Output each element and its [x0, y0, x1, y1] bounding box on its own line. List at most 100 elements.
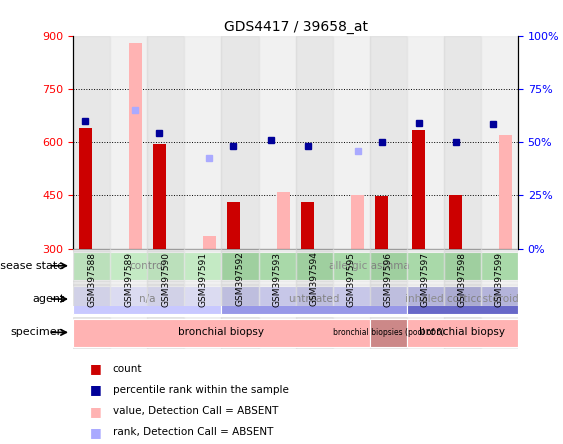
- Text: agent: agent: [32, 294, 64, 304]
- Bar: [449, 195, 462, 249]
- Text: percentile rank within the sample: percentile rank within the sample: [113, 385, 288, 395]
- Text: GSM397599: GSM397599: [495, 251, 504, 306]
- Text: untreated: untreated: [288, 294, 340, 304]
- Text: count: count: [113, 364, 142, 373]
- Text: GSM397590: GSM397590: [162, 251, 171, 306]
- Bar: [221, 284, 258, 315]
- Bar: [370, 284, 406, 315]
- Bar: [79, 128, 92, 249]
- Bar: [376, 196, 388, 249]
- Bar: [221, 249, 258, 306]
- Bar: [296, 251, 333, 282]
- Bar: [406, 249, 444, 306]
- Bar: [370, 251, 406, 282]
- Text: inhaled corticosteroid: inhaled corticosteroid: [405, 294, 519, 304]
- Bar: [185, 251, 221, 282]
- FancyBboxPatch shape: [221, 286, 406, 313]
- Bar: [333, 284, 370, 315]
- Text: ■: ■: [90, 383, 102, 396]
- Bar: [221, 36, 258, 249]
- Text: specimen: specimen: [11, 327, 64, 337]
- Bar: [110, 251, 148, 282]
- Text: bronchial biopsy: bronchial biopsy: [419, 327, 506, 337]
- FancyBboxPatch shape: [221, 252, 518, 281]
- Bar: [481, 284, 518, 315]
- Text: GSM397594: GSM397594: [310, 251, 319, 306]
- Text: ■: ■: [90, 362, 102, 375]
- Bar: [73, 317, 110, 349]
- Bar: [221, 251, 258, 282]
- Text: bronchial biopsy: bronchial biopsy: [178, 327, 265, 337]
- FancyBboxPatch shape: [406, 319, 518, 347]
- Bar: [110, 317, 148, 349]
- Bar: [481, 36, 518, 249]
- Bar: [73, 249, 110, 306]
- Bar: [406, 36, 444, 249]
- Bar: [481, 249, 518, 306]
- Bar: [444, 251, 481, 282]
- Text: bronchial biopsies (pool of 6): bronchial biopsies (pool of 6): [333, 328, 444, 337]
- Bar: [499, 135, 512, 249]
- Text: GSM397597: GSM397597: [421, 251, 430, 306]
- Bar: [148, 317, 185, 349]
- FancyBboxPatch shape: [73, 252, 221, 281]
- Bar: [481, 317, 518, 349]
- Bar: [258, 317, 296, 349]
- Bar: [185, 249, 221, 306]
- Bar: [148, 36, 185, 249]
- Title: GDS4417 / 39658_at: GDS4417 / 39658_at: [224, 20, 368, 35]
- Bar: [296, 36, 333, 249]
- Bar: [351, 195, 364, 249]
- Bar: [406, 284, 444, 315]
- Bar: [277, 192, 290, 249]
- Text: n/a: n/a: [139, 294, 155, 304]
- Bar: [296, 284, 333, 315]
- Bar: [185, 36, 221, 249]
- Text: GSM397589: GSM397589: [124, 251, 133, 306]
- Bar: [185, 317, 221, 349]
- Text: disease state: disease state: [0, 261, 64, 271]
- Bar: [444, 284, 481, 315]
- Bar: [153, 144, 166, 249]
- Bar: [370, 36, 406, 249]
- Bar: [73, 36, 110, 249]
- Bar: [333, 249, 370, 306]
- Bar: [148, 249, 185, 306]
- Bar: [333, 317, 370, 349]
- Text: GSM397593: GSM397593: [272, 251, 282, 306]
- FancyBboxPatch shape: [370, 319, 406, 347]
- Text: value, Detection Call = ABSENT: value, Detection Call = ABSENT: [113, 406, 278, 416]
- Text: ■: ■: [90, 404, 102, 418]
- Text: control: control: [129, 261, 166, 271]
- FancyBboxPatch shape: [406, 286, 518, 313]
- Bar: [73, 251, 110, 282]
- Bar: [110, 249, 148, 306]
- Bar: [221, 317, 258, 349]
- Text: allergic asthma: allergic asthma: [329, 261, 410, 271]
- Bar: [129, 43, 142, 249]
- Bar: [258, 36, 296, 249]
- Bar: [258, 251, 296, 282]
- Bar: [412, 130, 425, 249]
- Bar: [444, 249, 481, 306]
- Bar: [301, 202, 314, 249]
- Bar: [406, 251, 444, 282]
- Bar: [148, 284, 185, 315]
- Bar: [203, 236, 216, 249]
- Bar: [110, 284, 148, 315]
- Bar: [148, 251, 185, 282]
- Bar: [258, 249, 296, 306]
- Text: ■: ■: [90, 426, 102, 439]
- Text: GSM397591: GSM397591: [198, 251, 207, 306]
- Bar: [406, 317, 444, 349]
- Bar: [481, 251, 518, 282]
- Text: rank, Detection Call = ABSENT: rank, Detection Call = ABSENT: [113, 428, 273, 437]
- FancyBboxPatch shape: [73, 319, 370, 347]
- Bar: [444, 317, 481, 349]
- Bar: [333, 36, 370, 249]
- Text: GSM397588: GSM397588: [87, 251, 96, 306]
- Bar: [258, 284, 296, 315]
- Bar: [444, 36, 481, 249]
- Bar: [370, 249, 406, 306]
- Bar: [185, 284, 221, 315]
